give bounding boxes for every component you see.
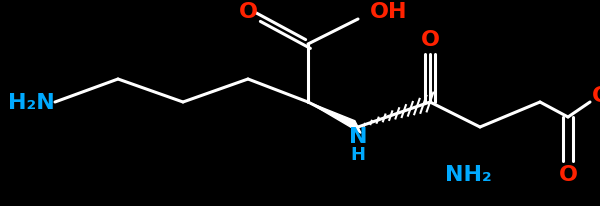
Text: H: H: [350, 145, 365, 163]
Text: NH₂: NH₂: [445, 164, 491, 184]
Text: O: O: [559, 164, 577, 184]
Text: N: N: [349, 126, 367, 146]
Text: H₂N: H₂N: [8, 92, 55, 112]
Polygon shape: [308, 103, 361, 134]
Text: OH: OH: [592, 85, 600, 105]
Text: OH: OH: [370, 2, 407, 22]
Text: O: O: [239, 2, 257, 22]
Text: O: O: [421, 30, 439, 50]
